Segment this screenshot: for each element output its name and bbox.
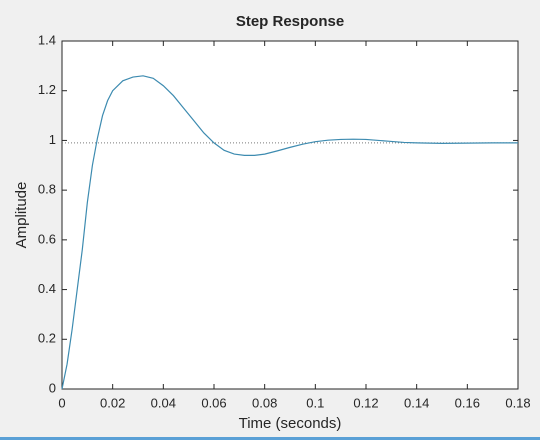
y-tick-label: 0.2	[38, 331, 56, 346]
y-tick-label: 0.8	[38, 182, 56, 197]
x-tick-label: 0.16	[455, 395, 480, 410]
line-series	[61, 75, 518, 390]
x-tick-label: 0	[58, 395, 65, 410]
x-tick-label: 0.1	[306, 395, 324, 410]
x-tick-label: 0.14	[404, 395, 429, 410]
x-tick-label: 0.04	[151, 395, 176, 410]
y-tick-label: 0.6	[38, 231, 56, 246]
y-tick-label: 0	[49, 380, 56, 395]
y-tick-label: 1.2	[38, 82, 56, 97]
x-axis-label: Time (seconds)	[239, 415, 342, 432]
x-tick-label: 0.08	[252, 395, 277, 410]
x-tick-label: 0.12	[353, 395, 378, 410]
y-axis-label: Amplitude	[13, 182, 30, 249]
x-tick-label: 0.02	[100, 395, 125, 410]
window-edge	[0, 437, 540, 440]
chart-title: Step Response	[236, 13, 344, 30]
y-tick-label: 0.4	[38, 281, 56, 296]
x-tick-label: 0.18	[505, 395, 530, 410]
y-tick-label: 1.4	[38, 32, 56, 47]
y-tick-label: 1	[49, 132, 56, 147]
x-tick-label: 0.06	[201, 395, 226, 410]
plot-area	[61, 40, 519, 390]
